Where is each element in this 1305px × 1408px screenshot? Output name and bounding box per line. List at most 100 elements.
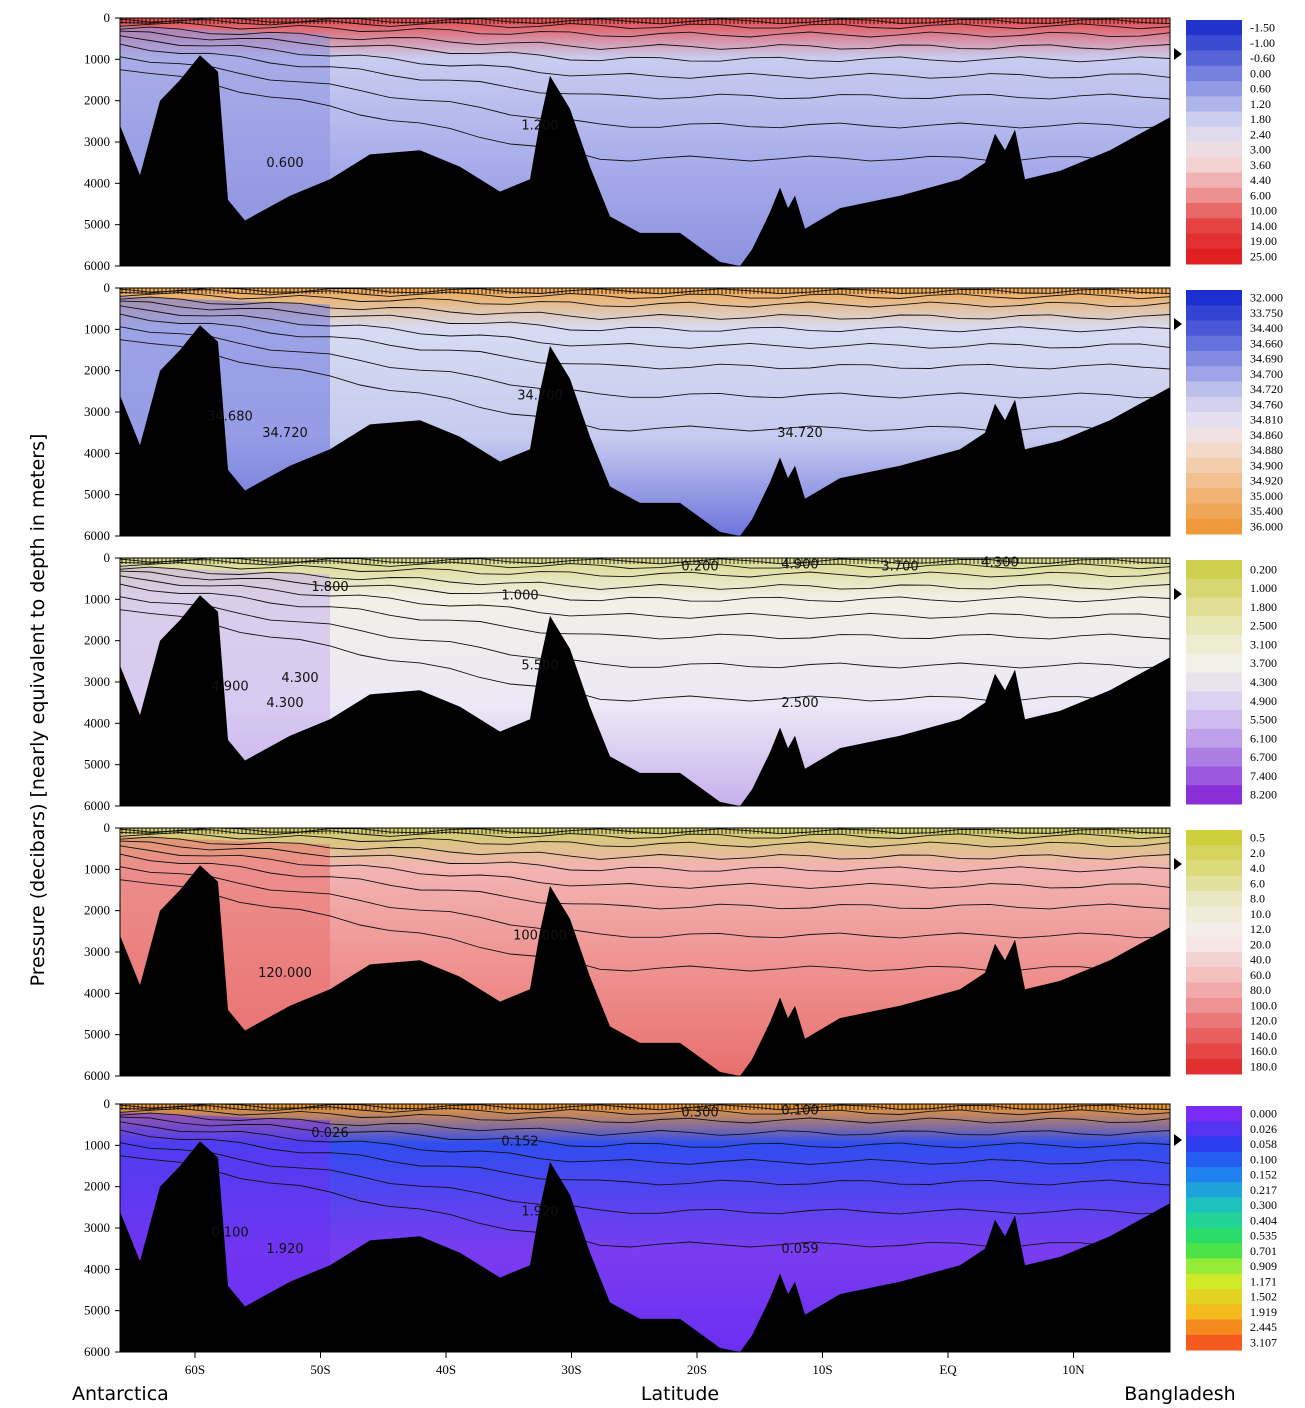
- contour-line: [119, 30, 1171, 63]
- contour-label: 0.100: [781, 1103, 818, 1118]
- y-tick-label: 1000: [84, 1137, 110, 1152]
- colorbar-segment: [1186, 427, 1242, 443]
- y-tick-label: 4000: [84, 1261, 110, 1276]
- contour-line: [119, 26, 1171, 50]
- colorbar-segment: [1186, 20, 1242, 36]
- colorbar-segment: [1186, 381, 1242, 398]
- contour-line: [119, 35, 1171, 79]
- colorbar-label: 34.760: [1250, 397, 1283, 411]
- colorbar-label: 6.00: [1250, 188, 1271, 202]
- contour-label: 34.680: [207, 409, 253, 424]
- colorbar-segment: [1186, 747, 1242, 767]
- y-tick-label: 5000: [84, 217, 110, 232]
- y-tick-label: 6000: [84, 1068, 110, 1083]
- y-tick-label: 3000: [84, 134, 110, 149]
- colorbar-label: 7.400: [1250, 769, 1277, 783]
- colorbar-label: 3.700: [1250, 656, 1277, 670]
- contour-line: [119, 292, 1171, 308]
- colorbar-label: 32.000: [1250, 291, 1283, 305]
- colorbar-segment: [1186, 982, 1242, 999]
- colorbar-label: -0.60: [1250, 51, 1275, 65]
- colorbar-label: 4.300: [1250, 675, 1277, 689]
- colorbar-segment: [1186, 396, 1242, 413]
- colorbar-segment: [1186, 203, 1242, 219]
- colorbar-segment: [1186, 1121, 1242, 1137]
- colorbar-label: 0.200: [1250, 562, 1277, 576]
- contour-line: [119, 583, 1171, 640]
- colorbar-segment: [1186, 1243, 1242, 1259]
- colorbar-label: 2.40: [1250, 127, 1271, 141]
- contour-line: [119, 325, 1171, 399]
- contour-line: [119, 559, 1171, 570]
- colorbar-label: 0.909: [1250, 1259, 1277, 1273]
- colorbar-segment: [1186, 111, 1242, 128]
- contour-label: 5.500: [521, 659, 558, 674]
- colorbar-label: 14.00: [1250, 219, 1277, 233]
- contour-line: [119, 853, 1171, 910]
- y-tick-label: 6000: [84, 798, 110, 813]
- y-tick-label: 5000: [84, 487, 110, 502]
- colorbar-segment: [1186, 473, 1242, 489]
- colorbar-label: 140.0: [1250, 1029, 1277, 1043]
- colorbar-label: 20.0: [1250, 937, 1271, 951]
- x-tick-label: 50S: [310, 1362, 330, 1377]
- colorbar-label: 5.500: [1250, 713, 1277, 727]
- colorbar-label: 34.400: [1250, 321, 1283, 335]
- colorbar-label: 40.0: [1250, 953, 1271, 967]
- contour-line: [119, 1105, 1171, 1116]
- panel-silicate: 120.000 100.000 0 1000 2000 3000 4000 5000 6000 s…: [84, 820, 1277, 1083]
- contour-line: [119, 832, 1171, 848]
- colorbar-label: 34.810: [1250, 413, 1283, 427]
- x-tick-label: 40S: [436, 1362, 456, 1377]
- colorbar-segment: [1186, 766, 1242, 786]
- contour-line: [119, 19, 1171, 30]
- station-ticks: [121, 18, 1167, 24]
- contour-label: 100.000: [513, 929, 567, 944]
- colorbar-label: 0.000: [1250, 1107, 1277, 1121]
- colorbar-label: 3.107: [1250, 1335, 1277, 1349]
- colorbar-segment: [1186, 233, 1242, 250]
- colorbar-segment: [1186, 1013, 1242, 1029]
- colorbar-segment: [1186, 1058, 1242, 1075]
- panel-ctd-salinity: 34.72034.70034.68034.7200100020003000400…: [84, 280, 1283, 543]
- colorbar-pointer: [1174, 48, 1182, 60]
- colorbar-label: 3.100: [1250, 637, 1277, 651]
- contour-label: 0.300: [681, 1105, 718, 1120]
- colorbar-segment: [1186, 320, 1242, 337]
- contour-label: 0.200: [681, 559, 718, 574]
- y-axis-title: Pressure (decibars) [nearly equivalent t…: [27, 434, 49, 987]
- colorbar-label: 0.60: [1250, 82, 1271, 96]
- x-tick-label: 10S: [812, 1362, 832, 1377]
- colorbar-label: 4.900: [1250, 694, 1277, 708]
- y-tick-label: 1000: [84, 591, 110, 606]
- contour-line: [119, 1112, 1171, 1136]
- contour-line: [119, 575, 1171, 619]
- panel-potential-temperature: 0.600 1.200 0 1000 2000 3000 4000 5000 6000 poten…: [84, 10, 1277, 273]
- colorbar-label: 33.750: [1250, 306, 1283, 320]
- colorbar-label: 35.000: [1250, 489, 1283, 503]
- colorbar-segment: [1186, 952, 1242, 968]
- colorbar-segment: [1186, 1028, 1242, 1044]
- colorbar-pointer: [1174, 858, 1182, 870]
- colorbar-label: -1.50: [1250, 21, 1275, 35]
- contour-label: 1.920: [266, 1242, 303, 1257]
- contour-line: [119, 1141, 1171, 1215]
- colorbar-label: 0.5: [1250, 831, 1265, 845]
- colorbar-segment: [1186, 1334, 1242, 1351]
- colorbar-pointer: [1174, 1134, 1182, 1146]
- colorbar-segment: [1186, 635, 1242, 655]
- colorbar-segment: [1186, 335, 1242, 352]
- colorbar-label: 10.00: [1250, 204, 1277, 218]
- colorbar-segment: [1186, 142, 1242, 158]
- contour-label: 3.700: [881, 559, 918, 574]
- colorbar-label: 12.0: [1250, 922, 1271, 936]
- colorbar-label: 6.0: [1250, 876, 1265, 890]
- contour-line: [119, 865, 1171, 939]
- colorbar-label: 34.920: [1250, 474, 1283, 488]
- y-tick-label: 3000: [84, 1220, 110, 1235]
- bathymetry: [120, 865, 1170, 1076]
- contour-line: [119, 1108, 1171, 1124]
- colorbar-segment: [1186, 1228, 1242, 1244]
- x-axis-title: Latitude: [641, 1383, 719, 1405]
- colorbar-segment: [1186, 997, 1242, 1014]
